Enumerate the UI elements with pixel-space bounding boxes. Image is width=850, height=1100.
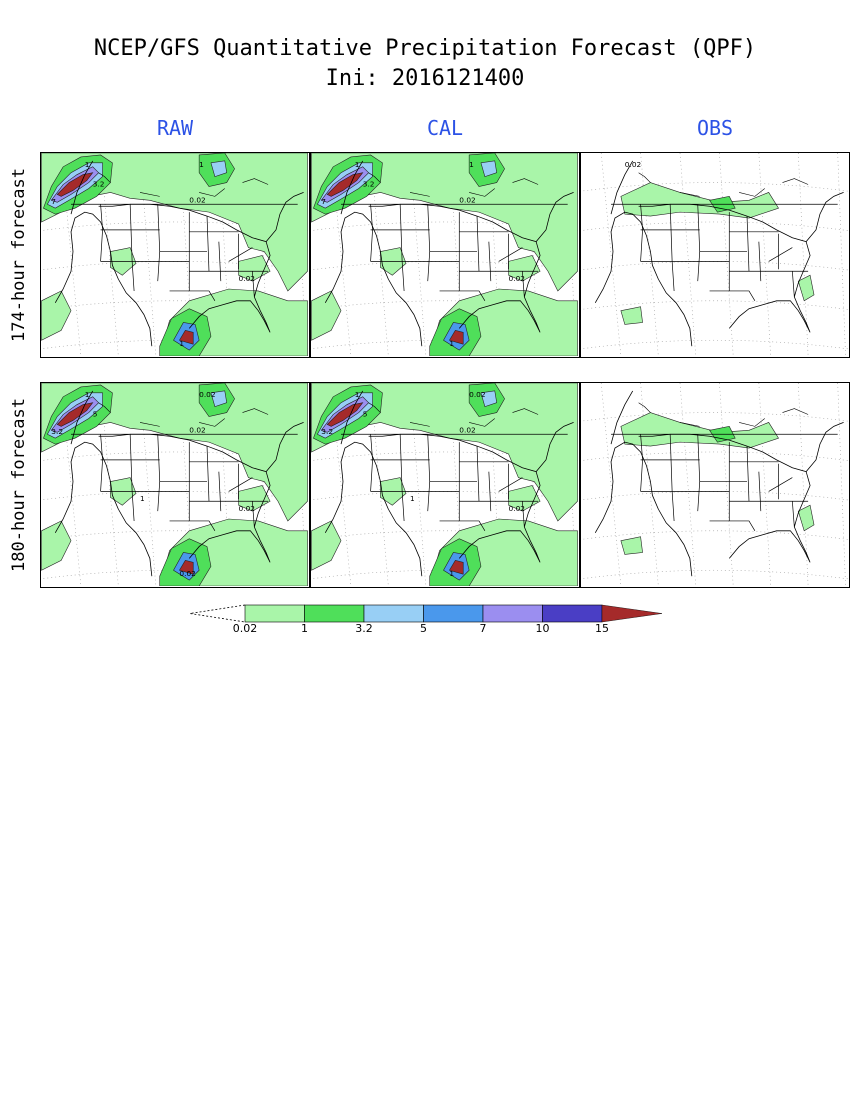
map-panel-obs-180h — [580, 382, 850, 588]
colorbar-tick-label: 7 — [479, 622, 487, 635]
column-label-raw: RAW — [156, 116, 194, 140]
row-label-180: 180-hour forecast — [9, 398, 29, 572]
colorbar-tick-label: 1 — [301, 622, 308, 635]
contour-label: 7 — [321, 197, 326, 206]
contour-label: 1 — [355, 160, 360, 169]
contour-label: 3.2 — [51, 427, 63, 436]
map-panel-raw-174h: 1 3.2 7 0.02 0.02 1 1 — [40, 152, 310, 358]
contour-label: 1 — [140, 494, 145, 503]
colorbar-segment — [244, 604, 305, 623]
contour-label: 5 — [363, 410, 368, 419]
colorbar-upper-triangle — [601, 604, 663, 623]
column-label-cal: CAL — [426, 116, 464, 140]
contour-label: 7 — [51, 197, 56, 206]
map-canvas: 1 5 3.2 0.02 0.02 0.02 0.02 1 — [41, 383, 308, 586]
contour-label: 0.02 — [509, 274, 525, 283]
contour-label: 0.02 — [239, 274, 255, 283]
colorbar-tick-label: 10 — [535, 622, 550, 635]
colorbar-segment — [304, 604, 365, 623]
colorbar-lower-triangle — [189, 604, 246, 623]
contour-label: 3.2 — [93, 180, 105, 189]
contour-label: 1 — [469, 160, 474, 169]
contour-label: 1 — [199, 160, 204, 169]
map-canvas: 0.02 — [581, 153, 848, 356]
contour-label: 0.02 — [189, 195, 205, 204]
map-panel-cal-180h: 1 5 3.2 0.02 0.02 0.02 1 1 — [310, 382, 580, 588]
contour-label: 1 — [85, 160, 90, 169]
contour-label: 3.2 — [321, 427, 333, 436]
colorbar-tick-label: 3.2 — [355, 622, 373, 635]
contour-label: 0.02 — [199, 390, 215, 399]
contour-label: 3.2 — [363, 180, 375, 189]
map-canvas: 1 3.2 7 0.02 0.02 1 1 — [311, 153, 578, 356]
contour-label: 0.02 — [189, 425, 205, 434]
map-panel-cal-174h: 1 3.2 7 0.02 0.02 1 1 — [310, 152, 580, 358]
map-canvas: 1 3.2 7 0.02 0.02 1 1 — [41, 153, 308, 356]
contour-label: 1 — [449, 339, 454, 348]
contour-label: 1 — [179, 339, 184, 348]
colorbar-segment — [542, 604, 603, 623]
map-canvas — [581, 383, 848, 586]
colorbar-segment — [363, 604, 424, 623]
contour-label: 0.02 — [459, 195, 475, 204]
contour-label: 1 — [355, 390, 360, 399]
colorbar-segment — [423, 604, 484, 623]
colorbar-segment — [482, 604, 543, 623]
contour-label: 0.02 — [459, 425, 475, 434]
colorbar-tick-label: 5 — [420, 622, 427, 635]
map-panel-raw-180h: 1 5 3.2 0.02 0.02 0.02 0.02 1 — [40, 382, 310, 588]
contour-label: 5 — [93, 410, 98, 419]
map-canvas: 1 5 3.2 0.02 0.02 0.02 1 1 — [311, 383, 578, 586]
colorbar-tick-label: 15 — [595, 622, 609, 635]
map-panel-obs-174h: 0.02 — [580, 152, 850, 358]
column-label-obs: OBS — [696, 116, 734, 140]
contour-label: 1 — [85, 390, 90, 399]
row-label-174: 174-hour forecast — [9, 168, 29, 342]
title-line-1: NCEP/GFS Quantitative Precipitation Fore… — [93, 36, 757, 61]
title-line-2: Ini: 2016121400 — [325, 66, 525, 91]
contour-label: 0.02 — [469, 390, 485, 399]
colorbar-tick-label: 0.02 — [232, 622, 258, 635]
colorbar — [189, 604, 663, 623]
contour-label: 0.02 — [625, 160, 641, 169]
contour-label: 0.02 — [239, 504, 255, 513]
contour-label: 1 — [449, 569, 454, 578]
contour-label: 1 — [410, 494, 415, 503]
contour-label: 0.02 — [509, 504, 525, 513]
contour-label: 0.02 — [179, 569, 195, 578]
